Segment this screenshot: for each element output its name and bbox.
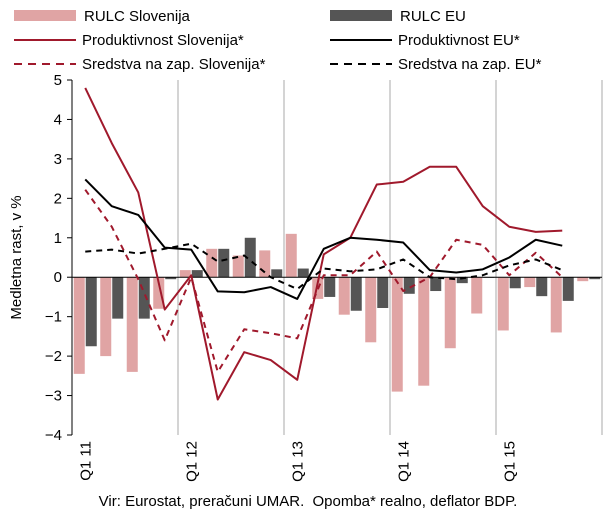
legend-label-rulc-eu: RULC EU <box>400 8 466 25</box>
bar-rulc-slovenija-17 <box>524 277 536 288</box>
chart-footer: Vir: Eurostat, preračuni UMAR. Opomba* r… <box>0 493 616 510</box>
footnote: Opomba* realno, deflator BDP. <box>312 493 518 510</box>
y-tick-label: 3 <box>54 151 62 168</box>
bar-rulc-slovenija-2 <box>126 277 138 372</box>
legend: RULC Slovenija RULC EU Produktivnost Slove… <box>14 8 542 73</box>
bar-rulc-slovenija-6 <box>232 255 244 278</box>
y-tick-label: 5 <box>54 72 62 89</box>
bar-rulc-eu-16 <box>509 277 521 289</box>
bar-rulc-eu-6 <box>244 237 256 278</box>
bar-rulc-slovenija-1 <box>100 277 112 357</box>
legend-swatch-rulc-eu <box>330 10 392 21</box>
bar-rulc-eu-4 <box>191 270 203 278</box>
line-sredstva-slovenija <box>84 189 563 373</box>
bar-rulc-eu-14 <box>456 277 468 284</box>
line-produktivnost-slovenija <box>84 87 563 401</box>
legend-label-sredstva-na-zap-eu: Sredstva na zap. EU* <box>398 56 542 73</box>
legend-label-produktivnost-slovenija: Produktivnost Slovenija* <box>82 32 244 49</box>
bar-rulc-eu-10 <box>350 277 362 311</box>
bar-rulc-eu-12 <box>403 277 415 294</box>
y-tick-label: −3 <box>45 388 62 405</box>
bar-rulc-eu-19 <box>589 277 601 280</box>
legend-label-sredstva-na-zap-slovenija: Sredstva na zap. Slovenija* <box>82 56 266 73</box>
bar-rulc-slovenija-4 <box>179 270 191 278</box>
x-tick-label: Q1 14 <box>395 441 412 482</box>
y-tick-label: 4 <box>54 111 62 128</box>
line-produktivnost-eu <box>84 178 563 300</box>
bar-rulc-slovenija-12 <box>391 277 403 392</box>
x-tick-label: Q1 15 <box>501 441 518 482</box>
legend-label-rulc-slovenija: RULC Slovenija <box>84 8 191 25</box>
y-tick-label: 2 <box>54 190 62 207</box>
x-tick-label: Q1 12 <box>183 441 200 482</box>
line-sredstva-eu <box>85 242 563 291</box>
bar-rulc-eu-1 <box>112 277 124 319</box>
bar-rulc-eu-11 <box>377 277 389 308</box>
y-tick-label: −4 <box>45 427 62 444</box>
bar-rulc-eu-5 <box>218 248 230 278</box>
bar-rulc-slovenija-3 <box>153 277 165 309</box>
bar-rulc-slovenija-7 <box>259 250 271 278</box>
bar-rulc-slovenija-8 <box>285 233 297 278</box>
plot-area: −4 −3 −2 −1 0 1 2 3 4 5 Medletna rast, v % Q1 11 Q1 … <box>8 72 603 482</box>
bar-rulc-slovenija-11 <box>365 277 377 343</box>
bar-rulc-eu-18 <box>562 277 574 301</box>
bar-rulc-slovenija-16 <box>497 277 509 331</box>
y-tick-label: −1 <box>45 309 62 326</box>
bar-rulc-eu-7 <box>271 269 283 278</box>
bar-rulc-eu-17 <box>536 277 548 297</box>
bar-rulc-slovenija-13 <box>418 277 430 386</box>
bar-rulc-slovenija-5 <box>206 248 218 278</box>
source-note: Vir: Eurostat, preračuni UMAR. <box>98 493 305 510</box>
bar-rulc-slovenija-10 <box>338 277 350 315</box>
x-tick-label: Q1 13 <box>289 441 306 482</box>
bar-rulc-slovenija-15 <box>471 277 483 314</box>
y-tick-label: −2 <box>45 348 62 365</box>
legend-label-produktivnost-eu: Produktivnost EU* <box>398 32 520 49</box>
y-tick-label: 1 <box>54 230 62 247</box>
y-tick-label: 0 <box>54 269 62 286</box>
bar-rulc-eu-3 <box>165 277 177 280</box>
bar-rulc-eu-8 <box>297 268 309 278</box>
legend-swatch-rulc-slovenija <box>14 10 76 21</box>
bar-rulc-eu-0 <box>85 277 97 347</box>
y-axis-title: Medletna rast, v % <box>8 195 25 319</box>
x-tick-label: Q1 11 <box>77 441 94 481</box>
bar-rulc-eu-9 <box>324 277 336 297</box>
bar-rulc-eu-13 <box>430 277 442 292</box>
bar-rulc-eu-2 <box>138 277 150 319</box>
bar-rulc-slovenija-18 <box>550 277 562 333</box>
bar-rulc-slovenija-14 <box>444 277 456 349</box>
bar-rulc-slovenija-0 <box>73 277 85 374</box>
bar-rulc-slovenija-19 <box>577 277 589 282</box>
